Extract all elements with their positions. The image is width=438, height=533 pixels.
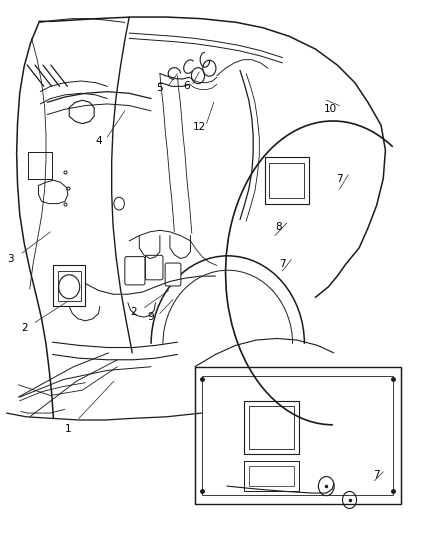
Text: 5: 5 bbox=[156, 83, 163, 93]
Text: 6: 6 bbox=[183, 82, 190, 91]
Text: 10: 10 bbox=[324, 104, 337, 114]
Bar bbox=[195, 367, 401, 504]
Bar bbox=[249, 466, 294, 486]
FancyBboxPatch shape bbox=[145, 255, 163, 280]
Bar bbox=[202, 376, 393, 495]
Text: 3: 3 bbox=[7, 254, 14, 263]
Text: 2: 2 bbox=[130, 307, 137, 317]
Bar bbox=[265, 157, 309, 204]
Text: 12: 12 bbox=[193, 122, 206, 132]
Text: 1: 1 bbox=[64, 424, 71, 434]
Bar bbox=[269, 163, 304, 198]
Text: 8: 8 bbox=[275, 222, 282, 231]
Bar bbox=[244, 461, 299, 491]
Text: 2: 2 bbox=[21, 323, 28, 333]
Bar bbox=[58, 271, 81, 301]
Bar bbox=[53, 265, 85, 306]
Text: 7: 7 bbox=[373, 471, 380, 480]
FancyBboxPatch shape bbox=[165, 263, 181, 286]
Bar bbox=[244, 401, 299, 454]
Text: 7: 7 bbox=[279, 259, 286, 269]
FancyBboxPatch shape bbox=[125, 257, 145, 285]
Text: 4: 4 bbox=[95, 136, 102, 146]
Text: 9: 9 bbox=[148, 312, 155, 322]
Bar bbox=[249, 406, 294, 449]
Text: 7: 7 bbox=[336, 174, 343, 183]
Bar bbox=[28, 152, 52, 179]
